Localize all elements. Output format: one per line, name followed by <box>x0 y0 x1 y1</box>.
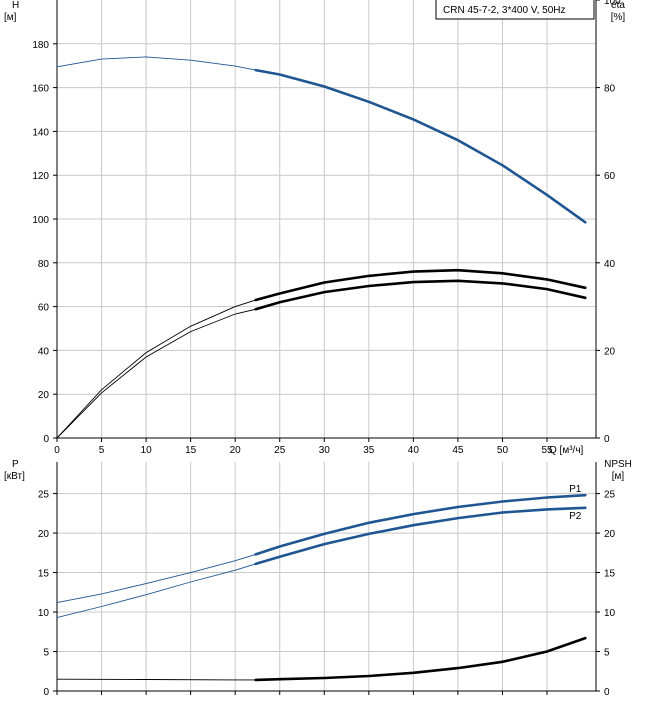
x-tick-label: 30 <box>319 445 331 456</box>
series-label: P2 <box>569 511 582 522</box>
right-axis-label: NPSH <box>604 459 632 470</box>
left-axis-label: H <box>12 0 19 11</box>
left-tick-label: 15 <box>38 569 50 580</box>
x-tick-label: 55 <box>541 445 553 456</box>
left-tick-label: 160 <box>32 84 49 95</box>
left-axis-label: P <box>12 459 19 470</box>
series-line <box>254 506 587 566</box>
legend-label: CRN 45-7-2, 3*400 V, 50Hz <box>443 5 565 16</box>
series-label: P1 <box>569 484 582 495</box>
series-line <box>254 268 587 302</box>
series-line-thin <box>56 56 256 71</box>
right-tick-label: 20 <box>604 346 616 357</box>
x-axis-label: Q [м³/ч] <box>549 445 584 456</box>
right-tick-label: 100 <box>604 0 621 7</box>
series-line-thin <box>56 563 256 619</box>
right-axis-label: eta <box>611 0 625 11</box>
left-tick-label: 20 <box>38 390 50 401</box>
series-line <box>254 636 587 682</box>
right-axis-unit: [%] <box>611 12 626 23</box>
series-line-thin <box>56 678 256 681</box>
left-tick-label: 60 <box>38 303 50 314</box>
left-tick-label: 20 <box>38 529 50 540</box>
left-tick-label: 0 <box>43 434 49 445</box>
series-line-thin <box>56 308 256 439</box>
left-axis-unit: [кВт] <box>4 471 25 482</box>
x-tick-label: 40 <box>408 445 420 456</box>
x-tick-label: 20 <box>230 445 242 456</box>
x-tick-label: 35 <box>363 445 375 456</box>
x-tick-label: 10 <box>141 445 153 456</box>
left-tick-label: 120 <box>32 171 49 182</box>
right-tick-label: 20 <box>604 529 616 540</box>
left-tick-label: 10 <box>38 608 50 619</box>
right-tick-label: 10 <box>604 608 616 619</box>
left-tick-label: 180 <box>32 40 49 51</box>
x-tick-label: 50 <box>497 445 509 456</box>
series-line <box>254 279 587 311</box>
left-tick-label: 140 <box>32 127 49 138</box>
series-line <box>254 493 587 556</box>
x-tick-label: 25 <box>274 445 286 456</box>
right-tick-label: 5 <box>604 648 610 659</box>
x-tick-label: 15 <box>185 445 197 456</box>
series-line-thin <box>56 299 256 439</box>
left-tick-label: 0 <box>43 687 49 698</box>
left-tick-label: 5 <box>43 648 49 659</box>
right-axis-unit: [м] <box>612 471 625 482</box>
right-tick-label: 0 <box>604 687 610 698</box>
left-tick-label: 40 <box>38 346 50 357</box>
right-tick-label: 80 <box>604 84 616 95</box>
right-tick-label: 15 <box>604 569 616 580</box>
right-tick-label: 0 <box>604 434 610 445</box>
right-tick-label: 60 <box>604 171 616 182</box>
right-tick-label: 25 <box>604 490 616 501</box>
left-tick-label: 80 <box>38 259 50 270</box>
series-line-thin <box>56 553 256 604</box>
series-line <box>254 68 587 224</box>
left-axis-unit: [м] <box>4 12 17 23</box>
left-tick-label: 25 <box>38 490 50 501</box>
right-tick-label: 40 <box>604 259 616 270</box>
left-tick-label: 100 <box>32 215 49 226</box>
x-tick-label: 0 <box>54 445 60 456</box>
legend-box <box>435 0 595 20</box>
x-tick-label: 5 <box>99 445 105 456</box>
x-tick-label: 45 <box>452 445 464 456</box>
